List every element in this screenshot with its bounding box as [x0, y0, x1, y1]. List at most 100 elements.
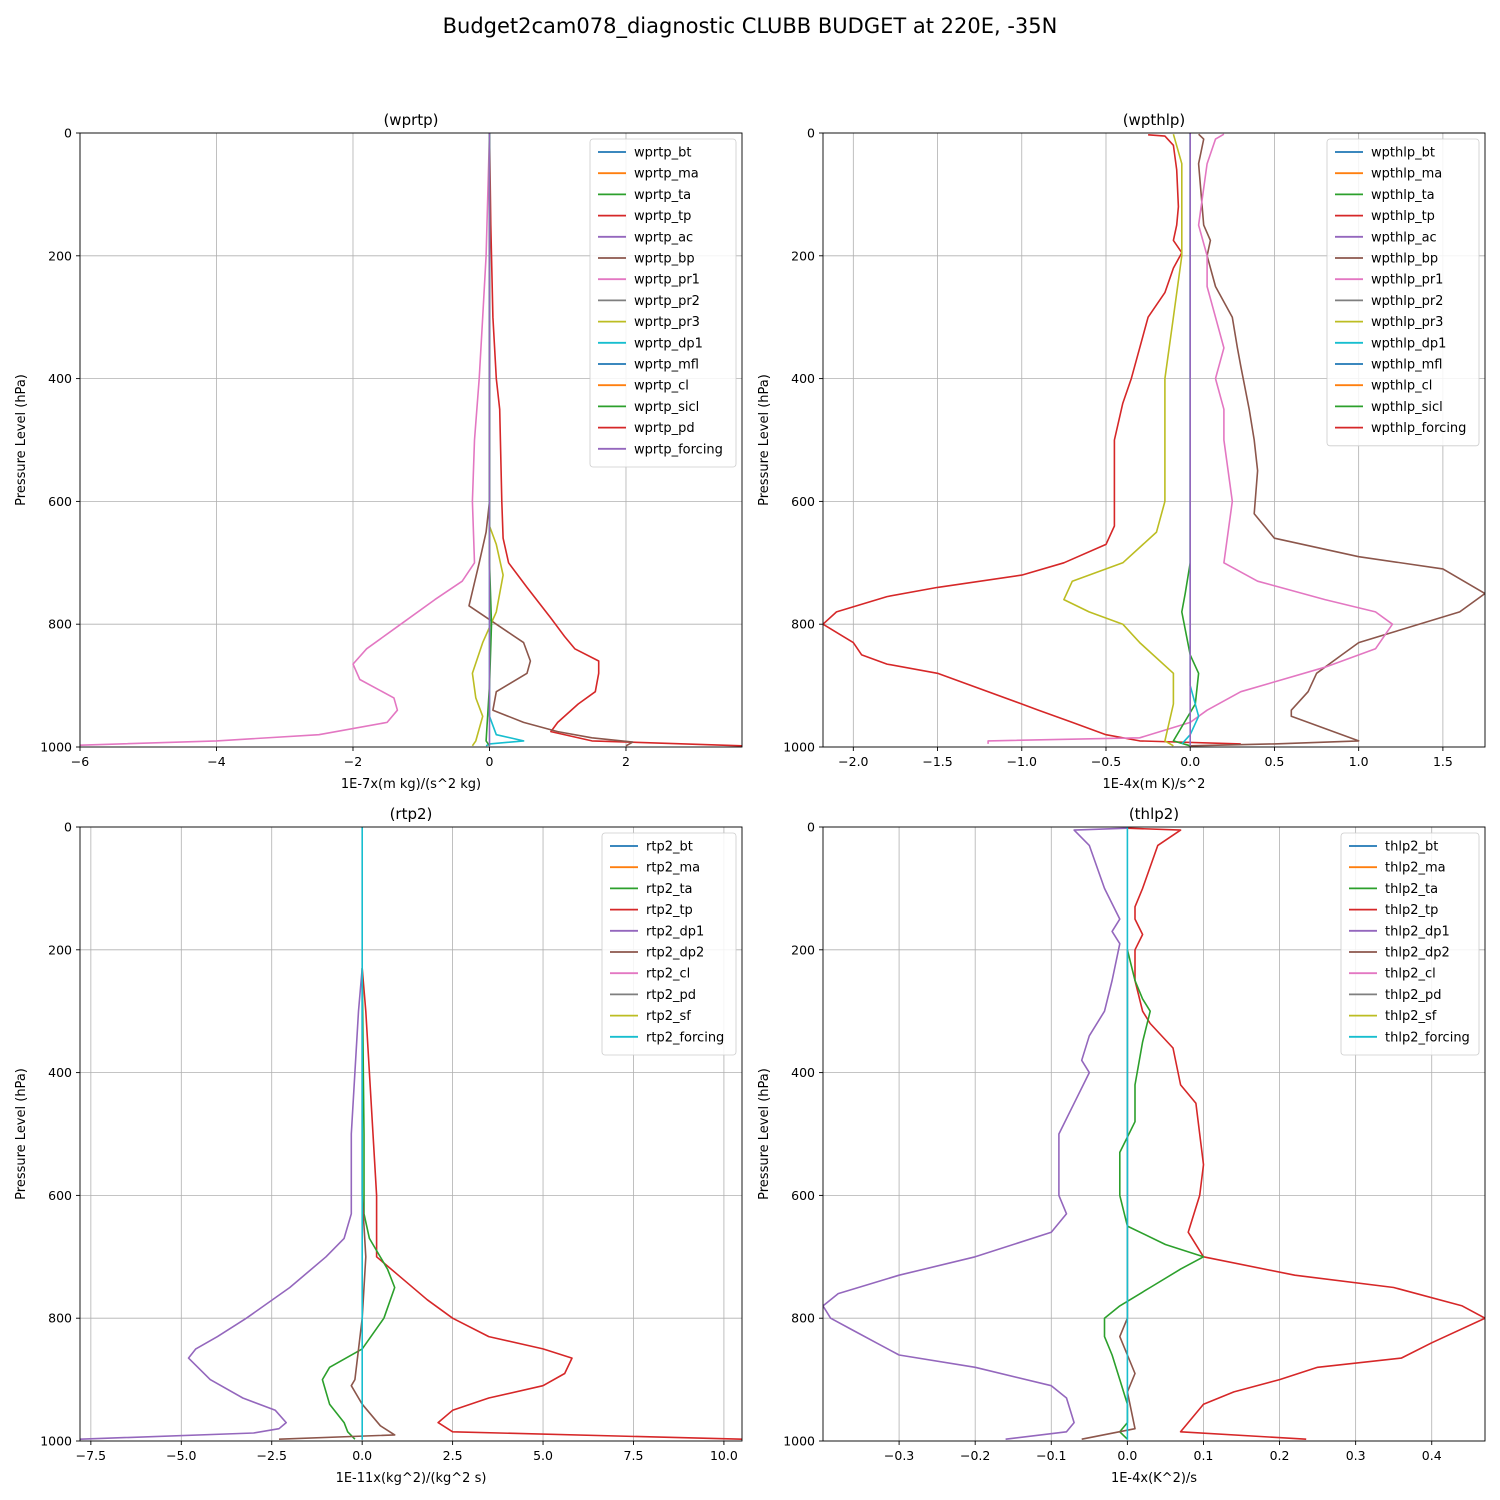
legend-entry: rtp2_cl	[646, 967, 690, 982]
legend-entry: thlp2_forcing	[1385, 1030, 1470, 1045]
figure-title: Budget2cam078_diagnostic CLUBB BUDGET at…	[442, 14, 1058, 38]
y-tick-label: 400	[48, 371, 72, 386]
x-tick-label: 10.0	[710, 1448, 738, 1463]
legend-entry: rtp2_dp2	[646, 946, 704, 961]
panel-title: (rtp2)	[390, 805, 433, 823]
x-tick-label: 1.5	[1433, 754, 1453, 769]
series-line-wpthlp_pr3	[1063, 133, 1183, 747]
y-tick-label: 800	[48, 617, 72, 632]
axes-frame	[822, 826, 1486, 1442]
series-line-wprtp_dp1	[485, 133, 525, 747]
series-line-rtp2_dp2	[278, 968, 396, 1440]
y-tick-label: 1000	[783, 740, 815, 755]
x-tick-label: −6	[71, 754, 89, 769]
y-tick-label: 1000	[783, 1434, 815, 1449]
legend-entry: wpthlp_cl	[1371, 379, 1432, 394]
legend-entry: rtp2_forcing	[646, 1030, 724, 1045]
legend-entry: thlp2_dp1	[1385, 924, 1450, 939]
series-line-wpthlp_pr1	[987, 133, 1394, 744]
legend-entry: wpthlp_ta	[1371, 188, 1435, 203]
x-tick-label: 2.5	[443, 1448, 463, 1463]
legend-entry: rtp2_bt	[646, 840, 693, 855]
legend-entry: wprtp_bt	[634, 146, 691, 161]
panel-title: (wpthlp)	[1123, 111, 1186, 129]
legend-entry: wprtp_pr2	[634, 294, 700, 309]
legend-entry: rtp2_tp	[646, 903, 693, 918]
legend-entry: wprtp_sicl	[634, 400, 699, 415]
y-axis-label: Pressure Level (hPa)	[757, 1068, 772, 1200]
x-tick-label: −2.5	[257, 1448, 287, 1463]
x-tick-label: 7.5	[624, 1448, 644, 1463]
legend-entry: wprtp_ma	[634, 167, 699, 182]
legend-entry: thlp2_bt	[1385, 840, 1438, 855]
y-tick-label: 200	[791, 248, 815, 263]
legend-entry: wprtp_bp	[634, 252, 695, 267]
legend-entry: wpthlp_dp1	[1371, 336, 1446, 351]
series-line-wpthlp_bp	[1190, 133, 1485, 747]
series-line-wpthlp_tp	[823, 134, 1241, 745]
legend-entry: wpthlp_tp	[1371, 209, 1435, 224]
legend-entry: wpthlp_ma	[1371, 167, 1442, 182]
x-tick-label: 0.3	[1346, 1448, 1366, 1463]
legend-entry: wprtp_pr3	[634, 315, 700, 330]
x-tick-label: 1.0	[1349, 754, 1369, 769]
series-line-wprtp_pr1	[80, 133, 491, 746]
legend-entry: thlp2_cl	[1385, 967, 1436, 982]
legend-entry: rtp2_pd	[646, 988, 696, 1003]
x-axis-label: 1E-11x(kg^2)/(kg^2 s)	[336, 1471, 487, 1486]
legend-box	[1326, 138, 1480, 447]
series-line-wprtp_pr3	[471, 133, 504, 747]
x-axis-label: 1E-4x(K^2)/s	[1111, 1471, 1197, 1486]
series-line-thlp2_dp1	[823, 827, 1128, 1440]
x-tick-label: 0.0	[1180, 754, 1200, 769]
y-axis-label: Pressure Level (hPa)	[14, 374, 29, 506]
panel-title: (wprtp)	[383, 111, 438, 129]
legend-entry: wpthlp_pr2	[1371, 294, 1443, 309]
legend-entry: wpthlp_ac	[1371, 230, 1437, 245]
y-tick-label: 800	[791, 617, 815, 632]
legend-entry: wprtp_ta	[634, 188, 691, 203]
y-tick-label: 200	[48, 248, 72, 263]
x-tick-label: −1.5	[922, 754, 952, 769]
series-line-rtp2_ta	[321, 968, 396, 1440]
y-tick-label: 200	[791, 942, 815, 957]
series-line-wprtp_tp	[488, 133, 742, 747]
legend-entry: rtp2_ta	[646, 882, 693, 897]
x-tick-label: −7.5	[76, 1448, 106, 1463]
series-group	[80, 133, 742, 747]
y-axis-label: Pressure Level (hPa)	[14, 1068, 29, 1200]
y-tick-label: 800	[48, 1311, 72, 1326]
y-tick-label: 0	[807, 820, 815, 835]
y-tick-label: 600	[48, 494, 72, 509]
x-axis-label: 1E-4x(m K)/s^2	[1103, 777, 1206, 792]
x-tick-label: −2.0	[838, 754, 868, 769]
legend-entry: wpthlp_pr3	[1371, 315, 1443, 330]
legend-entry: rtp2_sf	[646, 1009, 691, 1024]
y-tick-label: 600	[791, 1188, 815, 1203]
y-tick-label: 400	[791, 371, 815, 386]
legend-entry: wprtp_tp	[634, 209, 691, 224]
legend-entry: wpthlp_sicl	[1371, 400, 1443, 415]
series-group	[823, 133, 1485, 747]
legend-entry: wpthlp_forcing	[1371, 421, 1466, 436]
x-tick-label: 0.4	[1422, 1448, 1442, 1463]
x-tick-label: 0.5	[1264, 754, 1284, 769]
legend-entry: rtp2_ma	[646, 861, 700, 876]
x-tick-label: −2	[344, 754, 362, 769]
y-tick-label: 1000	[40, 1434, 72, 1449]
x-tick-label: −0.1	[1036, 1448, 1066, 1463]
legend-entry: rtp2_dp1	[646, 924, 704, 939]
legend-entry: wpthlp_mfl	[1371, 358, 1442, 373]
series-line-thlp2_ta	[1103, 949, 1205, 1440]
series-group	[823, 827, 1485, 1440]
legend-entry: thlp2_dp2	[1385, 946, 1450, 961]
legend-entry: thlp2_tp	[1385, 903, 1438, 918]
y-tick-label: 1000	[40, 740, 72, 755]
series-group	[80, 827, 742, 1440]
x-tick-label: 0.2	[1270, 1448, 1290, 1463]
x-tick-label: 0.1	[1194, 1448, 1214, 1463]
series-line-rtp2_tp	[361, 968, 742, 1440]
x-tick-label: −4	[207, 754, 225, 769]
y-tick-label: 200	[48, 942, 72, 957]
